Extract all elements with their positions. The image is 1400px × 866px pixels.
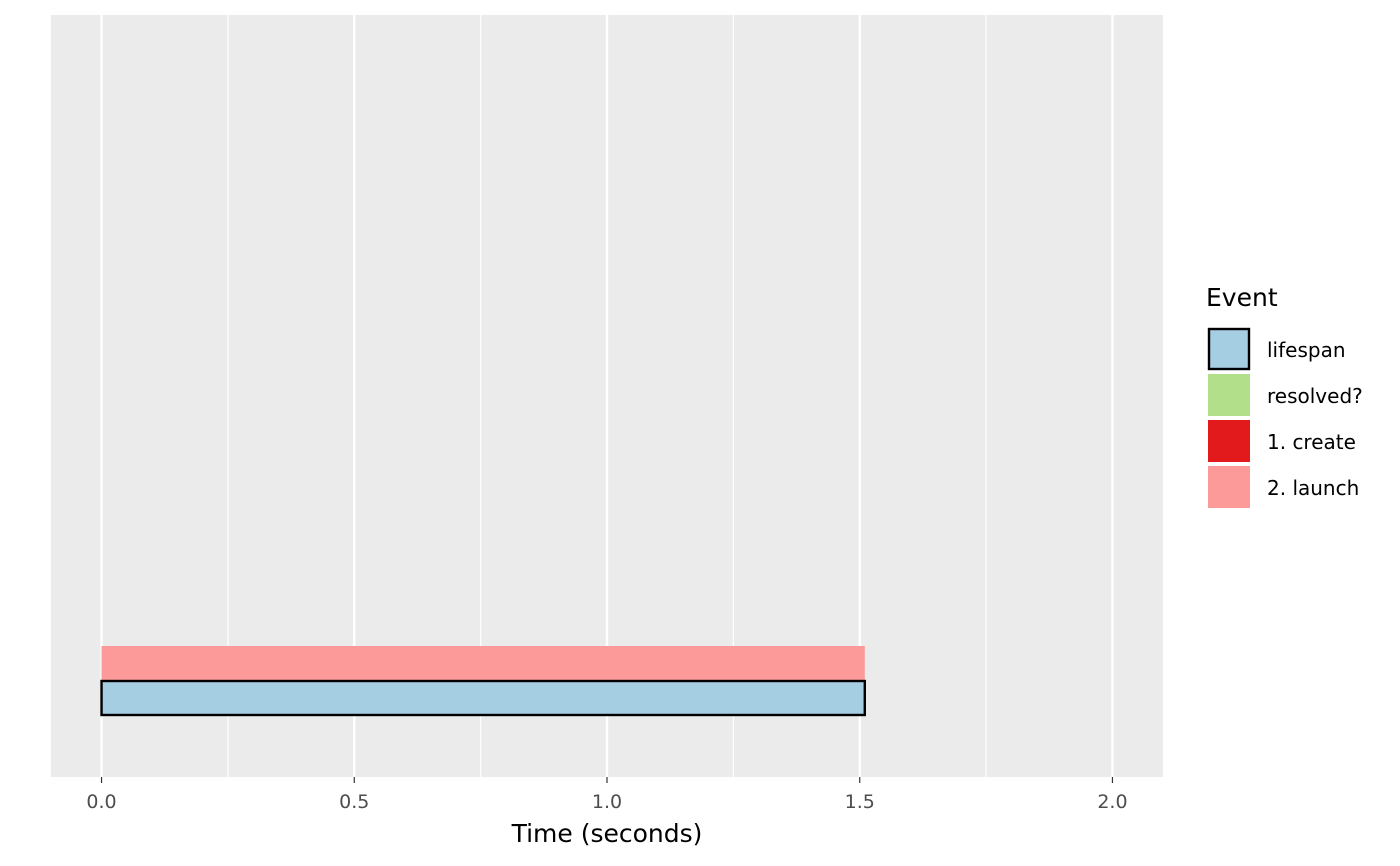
x-tick-label: 2.0 <box>1097 791 1127 813</box>
legend-key <box>1207 327 1251 371</box>
legend-key <box>1208 466 1250 508</box>
legend-label: lifespan <box>1267 338 1346 362</box>
bar-2-launch <box>101 646 865 680</box>
x-tick-label: 1.5 <box>845 791 875 813</box>
x-tick-label: 0.5 <box>339 791 369 813</box>
bars <box>100 646 866 717</box>
x-axis-title: Time (seconds) <box>511 819 703 848</box>
legend: Event lifespan resolved? 1. create 2. launc… <box>1206 283 1363 508</box>
legend-items: lifespan resolved? 1. create 2. launch <box>1207 327 1363 508</box>
legend-key <box>1208 374 1250 416</box>
legend-label: 1. create <box>1267 430 1356 454</box>
x-tick-label: 1.0 <box>592 791 622 813</box>
legend-label: resolved? <box>1267 384 1363 408</box>
x-axis-ticks: 0.0 0.5 1.0 1.5 2.0 <box>86 777 1128 813</box>
bar-lifespan <box>100 679 866 717</box>
legend-key <box>1208 420 1250 462</box>
legend-title: Event <box>1206 283 1278 312</box>
legend-label: 2. launch <box>1267 476 1359 500</box>
x-tick-label: 0.0 <box>86 791 116 813</box>
